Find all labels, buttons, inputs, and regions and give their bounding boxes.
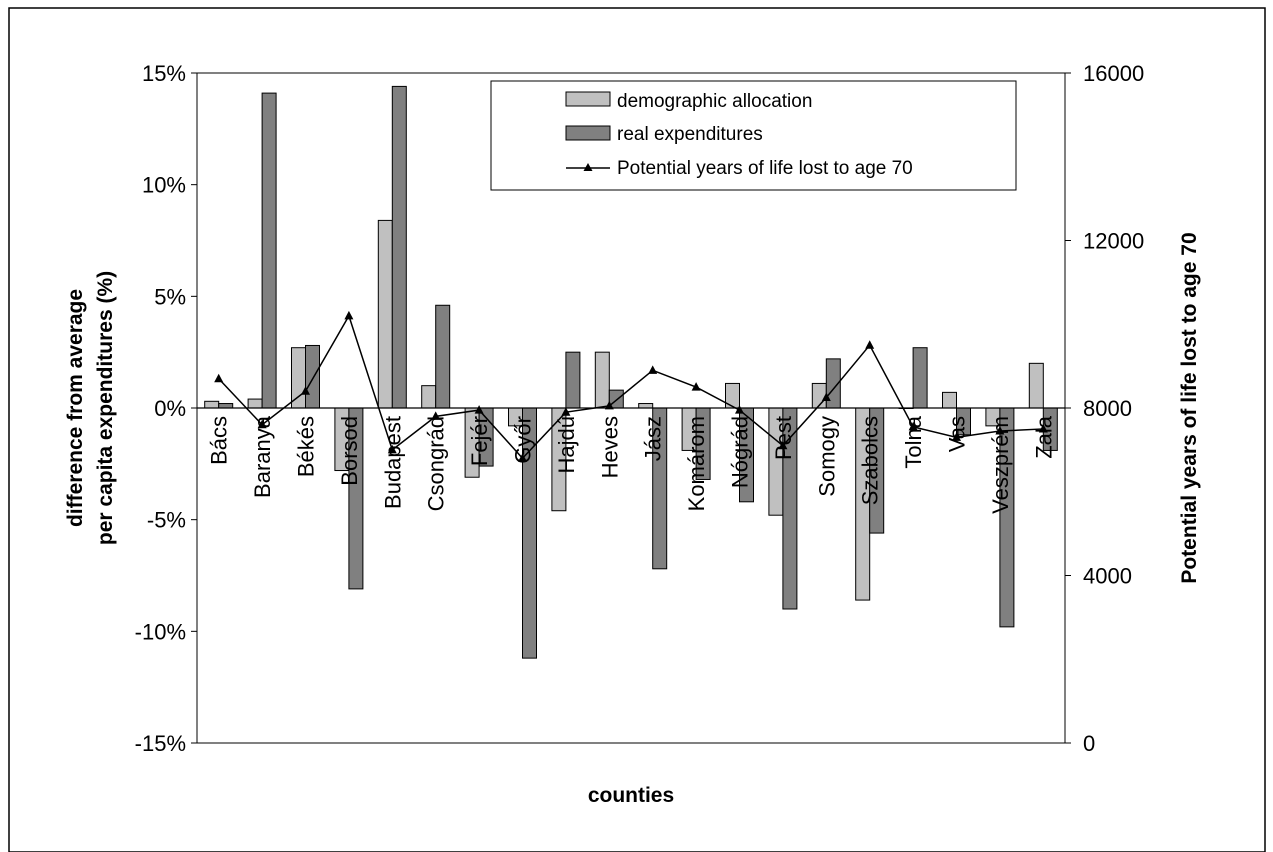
bar-real-16 — [912, 347, 928, 409]
category-label-9: Heves — [597, 416, 622, 478]
left-axis-title-line1: difference from average — [64, 289, 87, 527]
category-label-16: Tolna — [901, 415, 926, 468]
category-label-18: Veszprém — [988, 416, 1013, 514]
point-pyll-7 — [518, 453, 527, 462]
legend-marker-pyll — [583, 163, 593, 171]
x-axis-title: counties — [588, 784, 674, 807]
bar-demographic-10 — [638, 403, 654, 409]
category-label-10: Jász — [641, 416, 666, 461]
left-tick-label-4: -5% — [147, 508, 186, 533]
left-axis-ticks: 15% 10% 5% 0% -5% -10% -15% — [135, 61, 197, 756]
line-series-layer — [214, 310, 1048, 462]
bar-demographic-2 — [291, 347, 306, 409]
bar-demographic-19 — [1028, 362, 1044, 409]
bars-layer — [204, 85, 1058, 659]
legend-label-real: real expenditures — [617, 124, 763, 145]
right-tick-label-4: 0 — [1083, 731, 1095, 756]
category-label-11: Komárom — [684, 416, 709, 511]
point-pyll-8 — [561, 407, 571, 416]
point-pyll-13 — [778, 440, 788, 450]
left-tick-label-6: -15% — [135, 731, 186, 756]
point-pyll-14 — [821, 392, 831, 402]
category-labels: Bács Baranya Békés Borsod Budapest Csongrád Fe… — [207, 415, 1057, 514]
point-pyll-10 — [648, 365, 658, 374]
category-label-13: Pest — [771, 416, 796, 460]
right-axis-title: Potential years of life lost to age 70 — [1178, 232, 1201, 583]
left-axis-title-line2: per capita expenditures (%) — [94, 271, 117, 545]
point-pyll-19 — [1038, 423, 1048, 433]
left-tick-label-0: 15% — [142, 61, 186, 86]
bar-demographic-1 — [247, 398, 263, 409]
legend-label-pyll: Potential years of life lost to age 70 — [617, 158, 913, 179]
legend: demographic allocation real expenditures… — [490, 80, 1017, 191]
category-label-17: Vas — [945, 416, 970, 452]
left-tick-label-5: -10% — [135, 619, 186, 644]
point-pyll-18 — [995, 426, 1005, 435]
bar-demographic-4 — [377, 219, 393, 409]
bar-demographic-17 — [942, 391, 957, 409]
legend-swatch-real — [565, 125, 611, 141]
point-pyll-3 — [344, 310, 354, 320]
right-tick-label-2: 8000 — [1083, 396, 1132, 421]
category-label-2: Békés — [294, 416, 319, 477]
point-pyll-9 — [604, 400, 614, 410]
bar-real-1 — [261, 92, 277, 409]
right-tick-label-1: 12000 — [1083, 229, 1144, 254]
point-pyll-5 — [431, 411, 441, 420]
category-label-15: Szabolcs — [858, 416, 883, 505]
point-pyll-0 — [214, 373, 224, 383]
point-pyll-15 — [865, 340, 875, 349]
category-label-12: Nógrád — [728, 416, 753, 488]
point-pyll-12 — [735, 405, 744, 414]
left-tick-label-2: 5% — [154, 284, 186, 309]
line-pyll — [218, 314, 1044, 460]
category-label-4: Budapest — [380, 416, 405, 509]
legend-swatch-demographic — [565, 91, 611, 107]
bar-real-5 — [435, 304, 451, 409]
point-pyll-6 — [474, 405, 484, 414]
category-label-8: Hajdú — [554, 416, 579, 473]
right-tick-label-0: 16000 — [1083, 61, 1144, 86]
bar-real-4 — [391, 85, 407, 409]
category-label-3: Borsod — [337, 416, 362, 486]
left-tick-label-1: 10% — [142, 173, 186, 198]
bar-demographic-9 — [594, 351, 610, 409]
point-pyll-4 — [387, 444, 397, 454]
left-tick-label-3: 0% — [154, 396, 186, 421]
category-label-5: Csongrád — [424, 416, 449, 511]
bar-real-2 — [305, 344, 320, 409]
category-label-0: Bács — [207, 416, 232, 465]
right-axis-ticks: 16000 12000 8000 4000 0 — [1065, 61, 1144, 756]
category-label-1: Baranya — [250, 415, 275, 498]
point-pyll-1 — [257, 419, 267, 429]
category-label-6: Fejér — [467, 416, 492, 466]
legend-label-demographic: demographic allocation — [617, 91, 812, 112]
point-pyll-11 — [691, 382, 701, 391]
bar-demographic-5 — [421, 385, 437, 409]
right-tick-label-3: 4000 — [1083, 564, 1132, 589]
bar-real-8 — [565, 351, 581, 409]
bar-real-0 — [218, 403, 234, 409]
bar-demographic-0 — [204, 400, 220, 409]
point-pyll-17 — [952, 432, 961, 441]
point-pyll-16 — [908, 421, 918, 431]
category-label-7: Győr — [511, 416, 536, 464]
category-label-19: Zala — [1031, 415, 1056, 459]
category-label-14: Somogy — [814, 416, 839, 497]
point-pyll-2 — [301, 386, 310, 395]
